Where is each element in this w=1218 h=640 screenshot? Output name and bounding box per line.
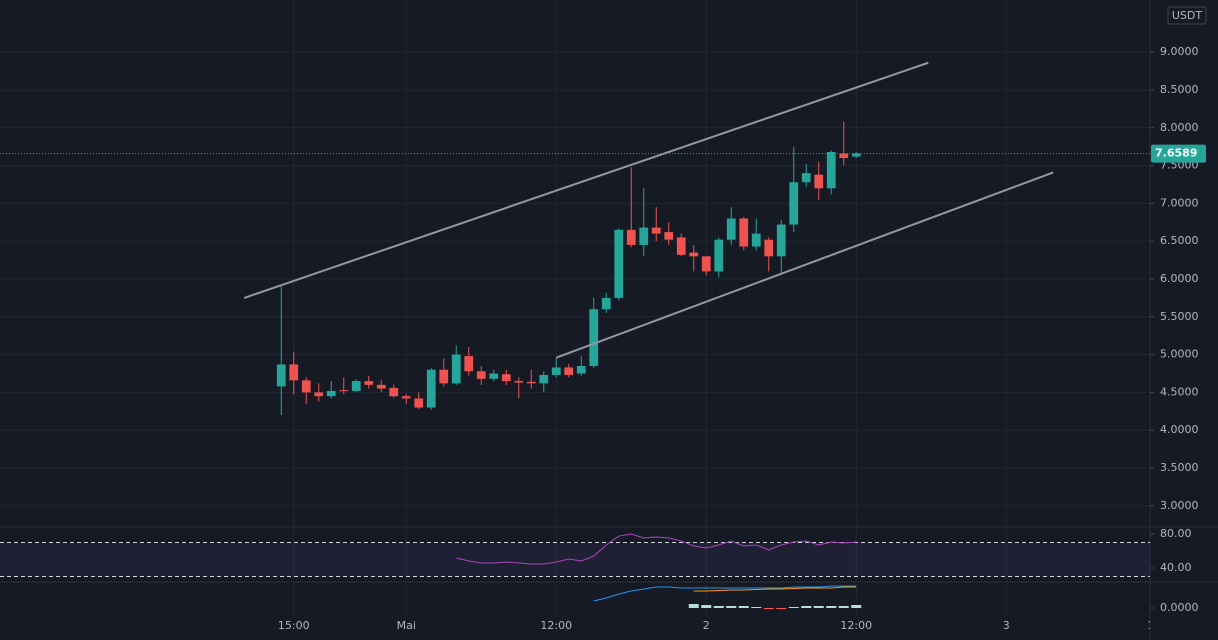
y-tick-label: 0.0000 — [1160, 601, 1199, 614]
y-tick-label: 8.5000 — [1160, 83, 1199, 96]
plot-area: 15:00 Mai 12:00 2 12:00 3 12: — [0, 0, 1165, 632]
candle-body — [726, 218, 736, 240]
price-label-bg — [1151, 144, 1206, 163]
candle-body — [701, 256, 711, 272]
histogram-bar — [763, 608, 774, 609]
candle-body — [526, 381, 536, 384]
candle-body — [676, 237, 686, 255]
candle-body — [801, 173, 811, 183]
candle-body — [814, 174, 824, 189]
histogram-bar — [776, 608, 787, 609]
candle-body — [514, 381, 524, 383]
candle-body — [439, 369, 449, 384]
indicator-line — [693, 586, 857, 592]
candle-body — [314, 392, 324, 397]
y-tick-label: 8.0000 — [1160, 121, 1199, 134]
candle-body — [464, 356, 474, 372]
candle-body — [451, 354, 461, 384]
histogram-bar — [826, 606, 837, 608]
candle-body — [339, 390, 349, 392]
candle-body — [539, 375, 549, 384]
candle-body — [851, 153, 861, 157]
currency-box[interactable] — [1167, 6, 1207, 25]
candle-body — [276, 364, 286, 387]
candle-body — [564, 367, 574, 376]
candle-body — [326, 390, 336, 397]
histogram-bar — [726, 606, 737, 608]
histogram-bar — [813, 606, 824, 608]
candle-body — [576, 365, 586, 374]
candle-body — [789, 182, 799, 225]
x-tick-label: 12: — [1147, 619, 1165, 632]
histogram-bar — [801, 606, 812, 608]
candle-body — [601, 297, 611, 310]
histogram-bar — [713, 606, 724, 608]
y-tick-label: 3.5000 — [1160, 461, 1199, 474]
candle-body — [764, 239, 774, 257]
y-tick-label: 4.5000 — [1160, 385, 1199, 398]
candle-body — [289, 364, 299, 381]
y-tick-label: 3.0000 — [1160, 499, 1199, 512]
candle-body — [826, 151, 836, 189]
y-tick-label: 7.0000 — [1160, 196, 1199, 209]
candle-body — [426, 369, 436, 408]
candle-body — [739, 218, 749, 247]
histogram-bar — [701, 605, 712, 608]
x-tick-label: 12:00 — [840, 619, 872, 632]
y-tick-label: 9.0000 — [1160, 45, 1199, 58]
x-tick-label: 12:00 — [540, 619, 572, 632]
histogram-bar — [851, 605, 862, 608]
candle-body — [476, 371, 486, 379]
candle-body — [501, 374, 511, 382]
candle-body — [414, 398, 424, 408]
x-tick-label: 2 — [703, 619, 710, 632]
x-tick-label: 15:00 — [278, 619, 310, 632]
currency-label[interactable]: USDT — [1172, 9, 1203, 22]
price-label: 7.6589 — [1155, 147, 1197, 160]
histogram-bar — [751, 607, 762, 608]
indicator-line — [593, 585, 857, 602]
candle-body — [589, 309, 599, 366]
candle-body — [626, 229, 636, 245]
candle-body — [776, 224, 786, 257]
y-tick-label: 40.00 — [1160, 561, 1192, 574]
candle-body — [714, 239, 724, 272]
histogram-bar — [788, 607, 799, 608]
candle-body — [639, 227, 649, 245]
rsi-band — [0, 542, 1150, 577]
candle-body — [551, 367, 561, 376]
y-tick-label: 6.0000 — [1160, 272, 1199, 285]
y-tick-label: 6.5000 — [1160, 234, 1199, 247]
candle-body — [364, 381, 374, 385]
candle-body — [751, 233, 761, 247]
candle-body — [389, 387, 399, 397]
candle-body — [351, 381, 361, 391]
candle-body — [401, 396, 411, 399]
histogram-bar — [838, 606, 849, 608]
histogram-bar — [688, 604, 699, 608]
y-tick-label: 4.0000 — [1160, 423, 1199, 436]
indicator-line — [456, 533, 857, 565]
trend-line — [243, 61, 929, 299]
trend-line — [555, 171, 1054, 359]
y-tick-label: 5.0000 — [1160, 348, 1199, 361]
candle-body — [689, 252, 699, 257]
candle-body — [376, 384, 386, 389]
x-tick-label: Mai — [397, 619, 416, 632]
x-tick-label: 3 — [1003, 619, 1010, 632]
y-tick-label: 5.5000 — [1160, 310, 1199, 323]
candle-body — [301, 380, 311, 393]
histogram-bar — [738, 606, 749, 608]
candle-body — [664, 232, 674, 240]
y-tick-label: 80.00 — [1160, 527, 1192, 540]
candle-body — [614, 229, 624, 298]
candle-body — [489, 373, 499, 379]
candle-body — [839, 153, 849, 159]
candle-body — [651, 227, 661, 234]
